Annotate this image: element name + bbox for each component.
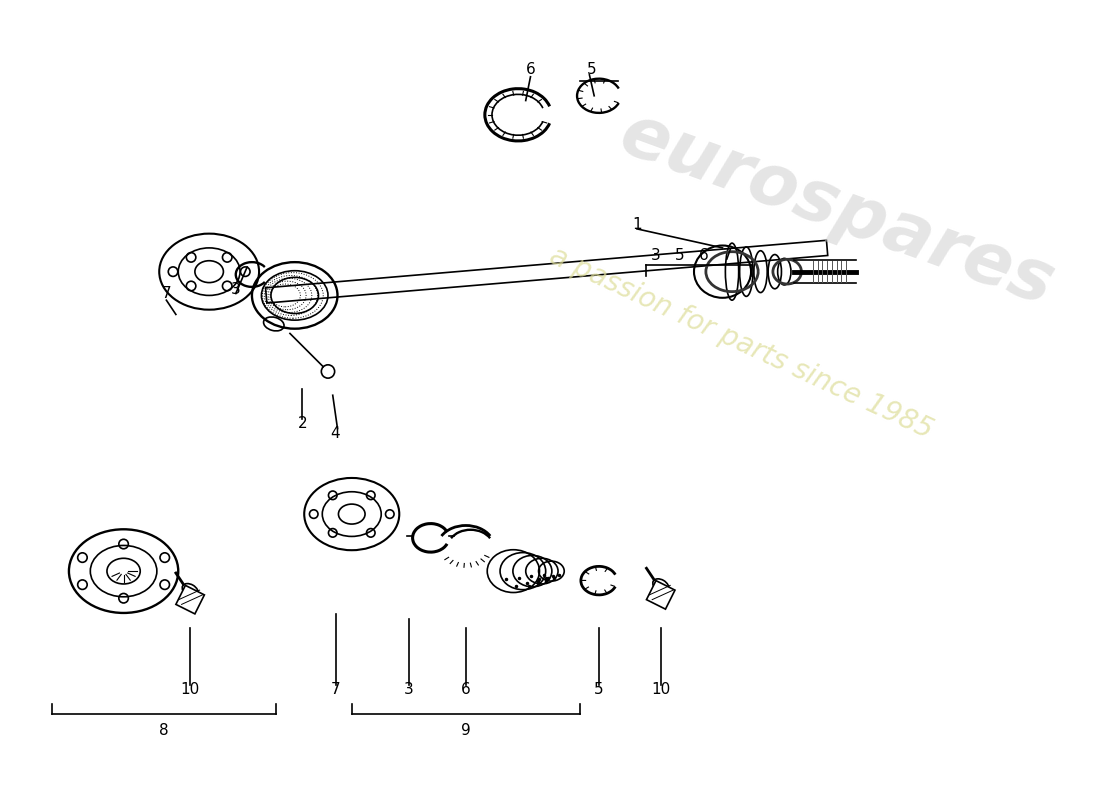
Text: 9: 9 xyxy=(461,723,471,738)
Text: 3: 3 xyxy=(231,282,241,298)
Text: 5: 5 xyxy=(586,62,596,77)
Text: 10: 10 xyxy=(651,682,670,698)
Text: 2: 2 xyxy=(297,416,307,431)
Text: 7: 7 xyxy=(331,682,340,698)
Text: 5: 5 xyxy=(675,248,684,263)
Text: 5: 5 xyxy=(594,682,604,698)
Text: 3: 3 xyxy=(404,682,414,698)
Text: 6: 6 xyxy=(526,62,536,77)
Text: a passion for parts since 1985: a passion for parts since 1985 xyxy=(546,242,937,444)
Text: 7: 7 xyxy=(723,248,733,263)
Text: eurospares: eurospares xyxy=(610,99,1063,320)
Text: 1: 1 xyxy=(632,217,641,232)
Text: 6: 6 xyxy=(461,682,471,698)
Polygon shape xyxy=(265,240,827,303)
Text: 3: 3 xyxy=(651,248,661,263)
Text: 4: 4 xyxy=(330,426,340,441)
Text: 7: 7 xyxy=(162,286,172,301)
Text: 6: 6 xyxy=(698,248,708,263)
Text: 10: 10 xyxy=(180,682,200,698)
Polygon shape xyxy=(176,586,205,614)
Text: 8: 8 xyxy=(158,723,168,738)
Polygon shape xyxy=(647,581,675,609)
